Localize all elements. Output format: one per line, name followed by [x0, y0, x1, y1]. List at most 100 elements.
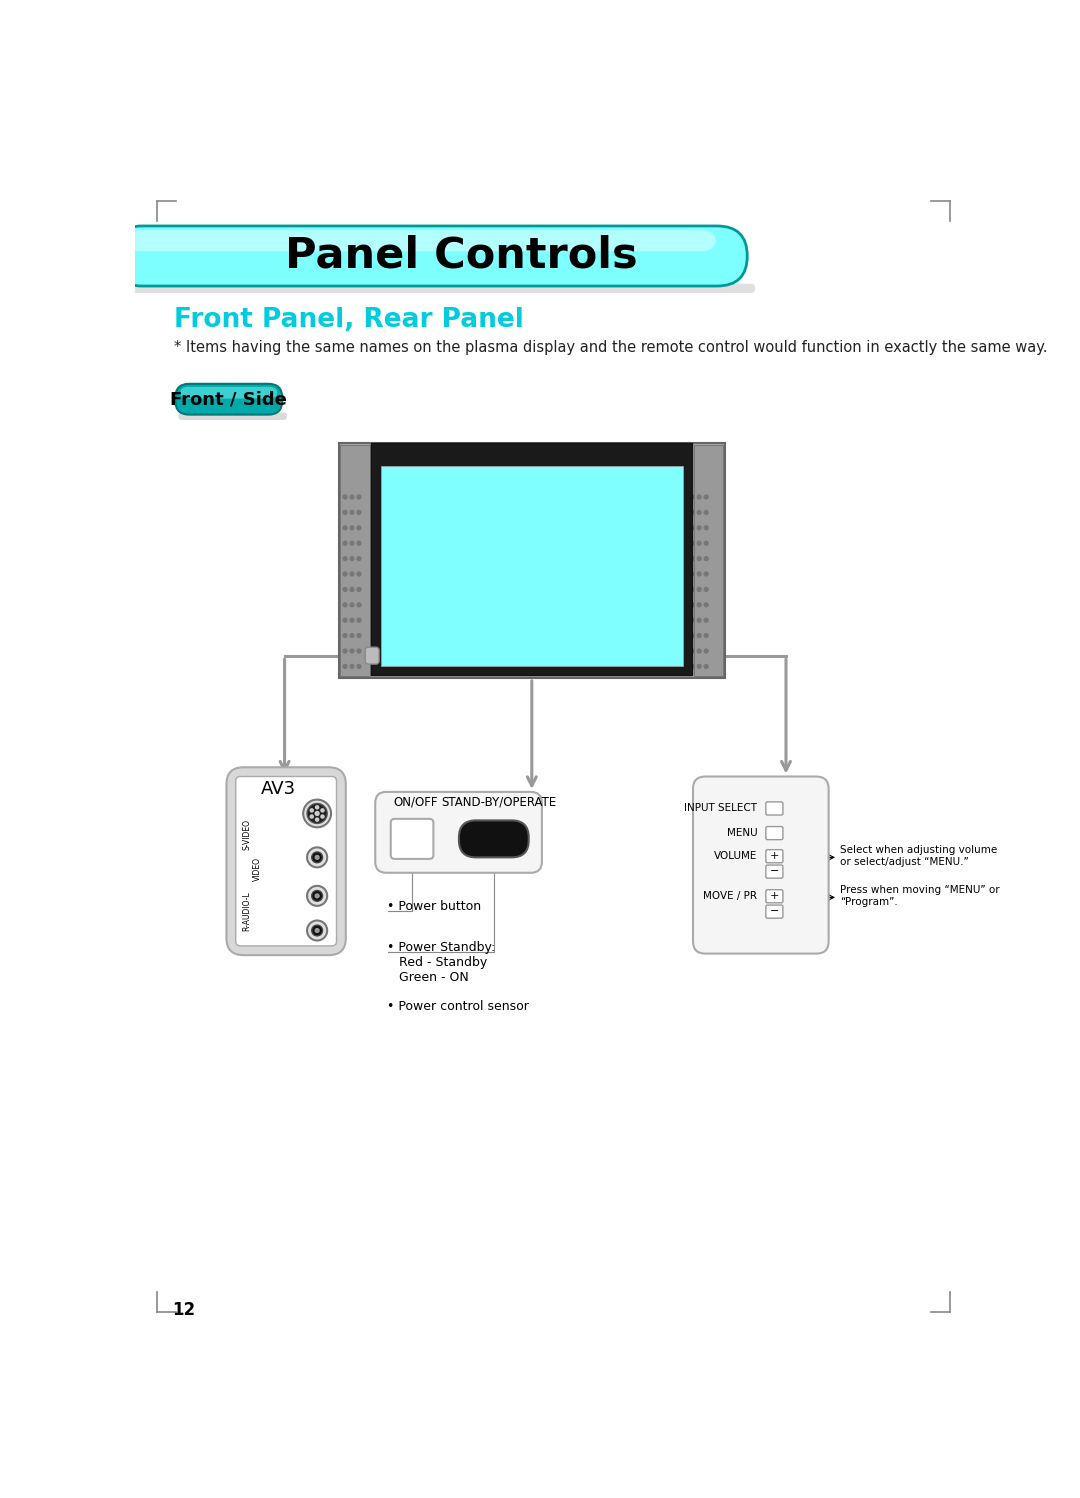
Circle shape	[698, 526, 701, 530]
Circle shape	[350, 619, 354, 622]
Circle shape	[350, 665, 354, 668]
Circle shape	[307, 848, 327, 867]
Circle shape	[357, 557, 361, 560]
Circle shape	[315, 818, 319, 821]
Circle shape	[698, 511, 701, 514]
Bar	[372, 443, 692, 676]
Circle shape	[343, 572, 347, 575]
Circle shape	[303, 800, 332, 827]
Circle shape	[315, 812, 319, 815]
Circle shape	[698, 494, 701, 499]
Circle shape	[350, 557, 354, 560]
Circle shape	[315, 806, 319, 809]
Text: MOVE / PR: MOVE / PR	[703, 891, 757, 900]
Circle shape	[704, 634, 708, 638]
Circle shape	[357, 602, 361, 607]
Circle shape	[343, 649, 347, 653]
FancyBboxPatch shape	[111, 226, 747, 286]
Text: +: +	[770, 891, 779, 900]
FancyBboxPatch shape	[235, 776, 337, 945]
Circle shape	[704, 649, 708, 653]
Circle shape	[690, 634, 694, 638]
Circle shape	[704, 572, 708, 575]
Circle shape	[357, 526, 361, 530]
Circle shape	[357, 541, 361, 545]
Circle shape	[350, 541, 354, 545]
Circle shape	[343, 602, 347, 607]
Circle shape	[357, 494, 361, 499]
Circle shape	[343, 634, 347, 638]
Text: • Power Standby:
   Red - Standby
   Green - ON: • Power Standby: Red - Standby Green - O…	[387, 941, 495, 984]
FancyBboxPatch shape	[227, 767, 346, 956]
FancyBboxPatch shape	[391, 819, 433, 858]
Circle shape	[343, 665, 347, 668]
Text: −: −	[770, 906, 779, 917]
Circle shape	[704, 587, 708, 592]
Bar	[693, 445, 724, 677]
Circle shape	[690, 619, 694, 622]
Circle shape	[315, 855, 319, 860]
Text: Panel Controls: Panel Controls	[285, 235, 637, 277]
Circle shape	[321, 815, 324, 818]
Circle shape	[343, 557, 347, 560]
FancyBboxPatch shape	[766, 890, 783, 903]
Text: AV3: AV3	[260, 780, 296, 798]
FancyBboxPatch shape	[180, 386, 278, 398]
Text: 12: 12	[172, 1302, 195, 1320]
FancyBboxPatch shape	[766, 849, 783, 863]
Circle shape	[690, 649, 694, 653]
Circle shape	[357, 587, 361, 592]
Text: ON/OFF: ON/OFF	[393, 795, 437, 809]
Circle shape	[350, 494, 354, 499]
Circle shape	[350, 511, 354, 514]
Circle shape	[357, 649, 361, 653]
FancyBboxPatch shape	[127, 231, 716, 252]
Circle shape	[704, 526, 708, 530]
Circle shape	[343, 526, 347, 530]
Circle shape	[698, 587, 701, 592]
Circle shape	[350, 634, 354, 638]
Circle shape	[690, 526, 694, 530]
Circle shape	[690, 494, 694, 499]
Circle shape	[698, 602, 701, 607]
Circle shape	[698, 649, 701, 653]
Text: VIDEO: VIDEO	[253, 857, 262, 881]
Circle shape	[310, 815, 313, 818]
Circle shape	[307, 885, 327, 906]
Circle shape	[321, 809, 324, 812]
Circle shape	[315, 929, 319, 932]
Circle shape	[698, 572, 701, 575]
Text: • Power button: • Power button	[387, 900, 481, 912]
Circle shape	[690, 511, 694, 514]
Circle shape	[704, 557, 708, 560]
FancyBboxPatch shape	[459, 821, 529, 857]
Circle shape	[343, 619, 347, 622]
Circle shape	[350, 526, 354, 530]
FancyBboxPatch shape	[365, 647, 379, 664]
Text: VOLUME: VOLUME	[714, 851, 757, 861]
Circle shape	[357, 665, 361, 668]
Circle shape	[690, 541, 694, 545]
Circle shape	[343, 587, 347, 592]
Circle shape	[307, 803, 327, 824]
Circle shape	[690, 587, 694, 592]
Circle shape	[704, 602, 708, 607]
Circle shape	[350, 572, 354, 575]
FancyBboxPatch shape	[766, 905, 783, 918]
Text: Front Panel, Rear Panel: Front Panel, Rear Panel	[174, 307, 524, 333]
FancyBboxPatch shape	[178, 412, 287, 419]
Circle shape	[312, 890, 323, 902]
Circle shape	[698, 557, 701, 560]
FancyBboxPatch shape	[766, 801, 783, 815]
Text: Press when moving “MENU” or
“Program”.: Press when moving “MENU” or “Program”.	[840, 885, 1000, 906]
Circle shape	[698, 665, 701, 668]
Circle shape	[704, 511, 708, 514]
Circle shape	[690, 602, 694, 607]
Text: Select when adjusting volume
or select/adjust “MENU.”: Select when adjusting volume or select/a…	[840, 845, 998, 867]
Circle shape	[350, 587, 354, 592]
Circle shape	[704, 619, 708, 622]
Text: R-AUDIO-L: R-AUDIO-L	[242, 891, 252, 932]
Text: +: +	[770, 851, 779, 861]
Circle shape	[698, 634, 701, 638]
Bar	[380, 466, 683, 665]
